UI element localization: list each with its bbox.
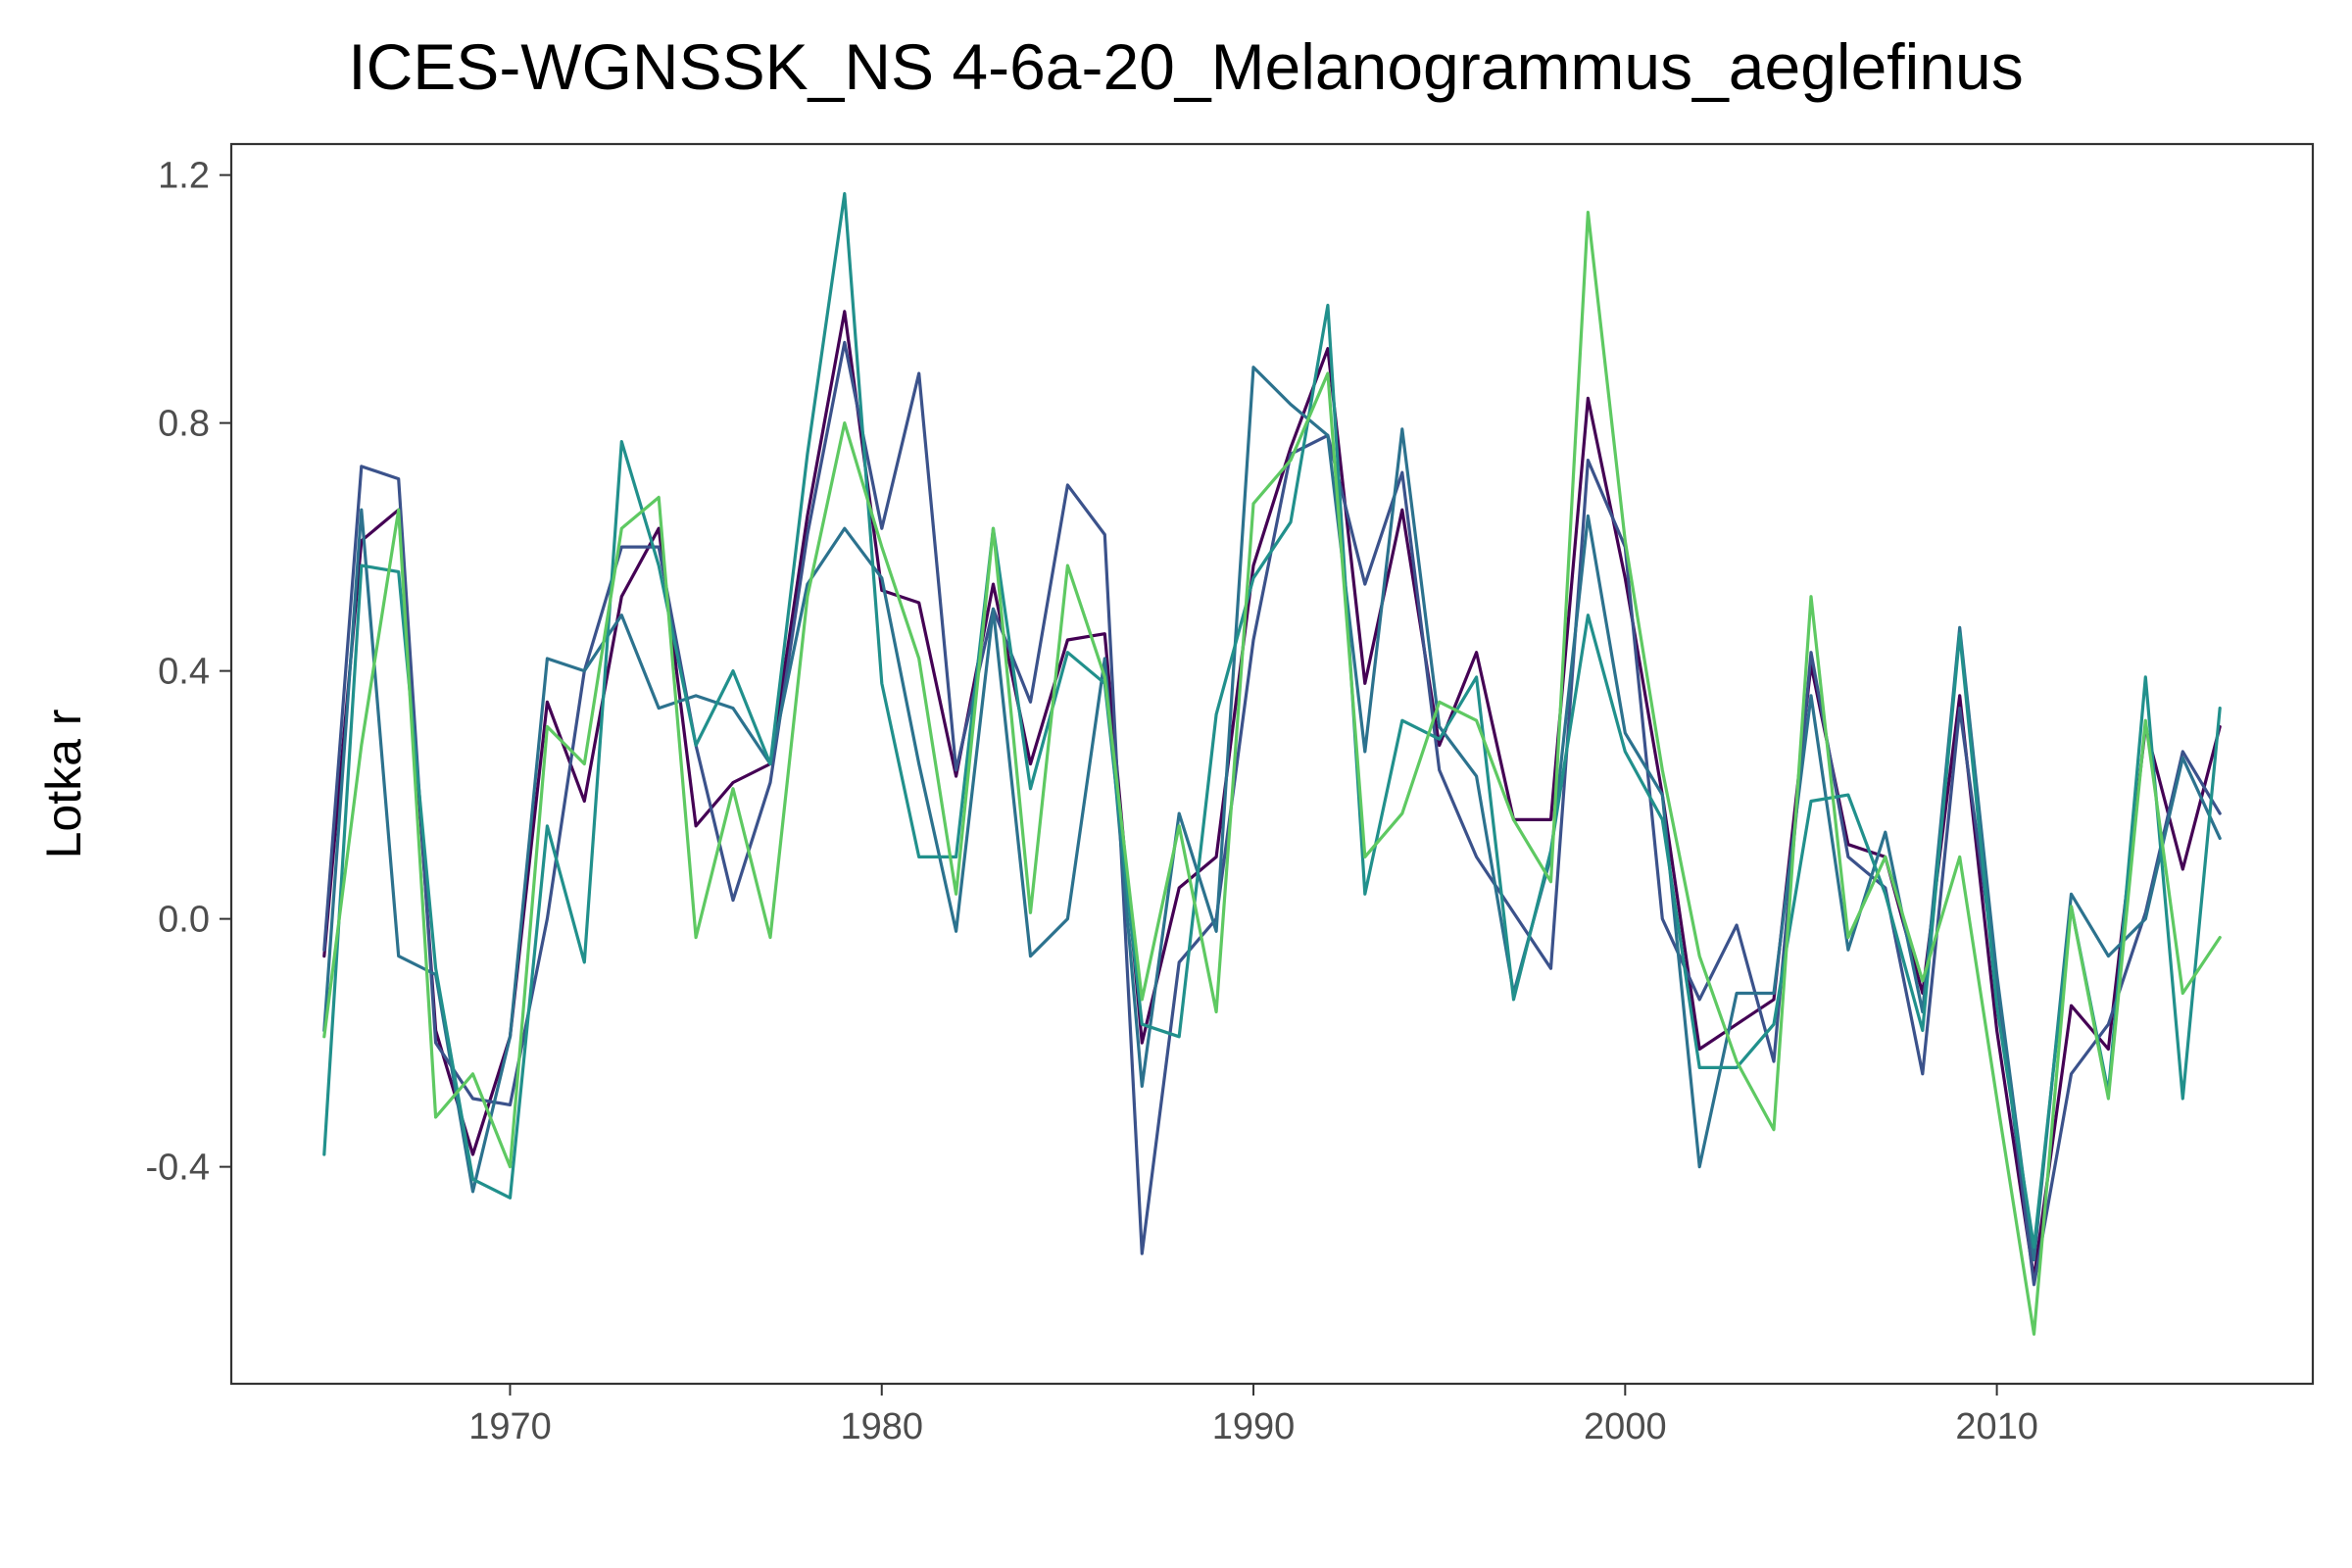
x-tick-label: 1970 xyxy=(468,1406,552,1447)
series-group xyxy=(322,192,2222,1337)
y-tick-label: 0.4 xyxy=(158,652,210,693)
y-tick-label: 0.8 xyxy=(158,404,210,445)
y-tick-label: 0.0 xyxy=(158,900,210,941)
chart-title: ICES-WGNSSK_NS 4-6a-20_Melanogrammus_aeg… xyxy=(348,30,2023,103)
x-tick-label: 1980 xyxy=(840,1406,923,1447)
x-tick-label: 2010 xyxy=(1955,1406,2038,1447)
series-line-3 xyxy=(322,366,2222,1262)
x-tick-label: 1990 xyxy=(1212,1406,1296,1447)
series-line-2 xyxy=(322,340,2222,1287)
plot-panel xyxy=(229,142,2315,1386)
y-axis: -0.4 0.0 0.4 0.8 1.2 xyxy=(146,156,231,1189)
series-line-5 xyxy=(322,211,2222,1337)
x-axis: 1970 1980 1990 2000 2010 xyxy=(468,1384,2038,1447)
y-axis-label: Lotka r xyxy=(36,710,91,859)
x-tick-label: 2000 xyxy=(1584,1406,1667,1447)
y-tick-label: 1.2 xyxy=(158,156,210,197)
series-line-1 xyxy=(322,310,2222,1281)
y-tick-label: -0.4 xyxy=(146,1148,210,1189)
series-line-4 xyxy=(322,192,2222,1250)
